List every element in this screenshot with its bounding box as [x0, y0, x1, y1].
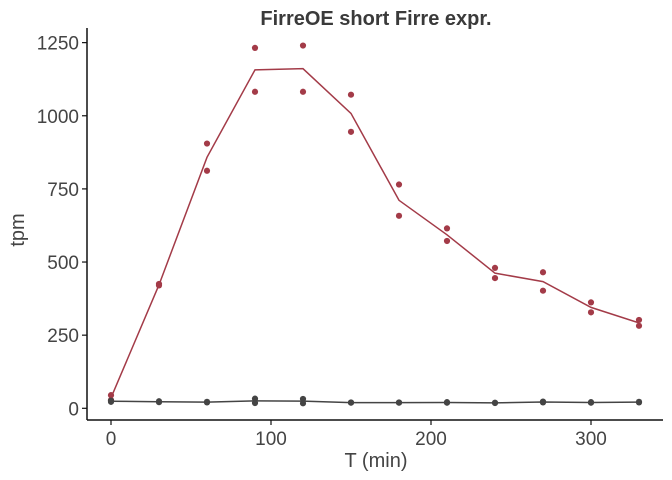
y-tick-label: 250 [47, 326, 79, 347]
data-point-series-1 [347, 128, 355, 135]
data-point-series-2 [251, 399, 259, 407]
series-line-1 [110, 67, 640, 399]
data-point-series-1 [491, 275, 499, 282]
data-point-series-1 [587, 299, 595, 306]
data-point-series-1 [203, 140, 211, 147]
data-point-series-2 [299, 400, 307, 407]
data-point-series-1 [299, 88, 307, 95]
data-point-series-2 [299, 395, 307, 403]
data-point-series-2 [203, 399, 211, 406]
data-point-series-1 [107, 392, 115, 399]
y-tick-label: 500 [47, 253, 79, 274]
series-lines [110, 67, 640, 404]
data-point-series-1 [539, 269, 547, 276]
data-point-series-2 [443, 399, 451, 406]
data-point-series-1 [251, 88, 259, 95]
data-point-series-1 [587, 309, 595, 316]
data-point-series-2 [635, 399, 643, 406]
data-point-series-1 [347, 91, 355, 98]
data-point-series-1 [635, 316, 643, 324]
data-point-series-1 [299, 42, 307, 49]
chart-title: FirreOE short Firre expr. [260, 8, 491, 30]
data-point-series-1 [443, 237, 451, 245]
x-tick-label: 0 [106, 429, 117, 450]
data-point-series-2 [107, 398, 115, 405]
series-points [107, 42, 643, 407]
data-point-series-1 [395, 181, 403, 188]
data-point-series-1 [395, 212, 403, 219]
data-point-series-1 [539, 287, 547, 294]
y-tick-label: 0 [68, 399, 79, 420]
x-tick-label: 200 [415, 429, 447, 450]
data-point-series-2 [539, 399, 547, 406]
ticks: 0 100 200 300 0 250 500 750 1000 1250 [37, 34, 607, 450]
y-axis-label: tpm [7, 213, 29, 246]
data-point-series-2 [347, 399, 355, 406]
x-tick-label: 100 [255, 429, 287, 450]
data-point-series-2 [587, 399, 595, 406]
data-point-series-2 [395, 399, 403, 406]
series-line-2 [110, 400, 640, 404]
y-tick-label: 1000 [37, 107, 79, 128]
data-point-series-1 [491, 264, 499, 271]
axes [86, 28, 663, 421]
x-axis-label: T (min) [345, 450, 408, 472]
data-point-series-1 [203, 167, 211, 174]
data-point-series-1 [635, 322, 643, 329]
data-point-series-2 [155, 399, 163, 406]
data-point-series-1 [251, 44, 259, 51]
data-point-series-1 [155, 282, 163, 289]
x-tick-label: 300 [575, 429, 607, 450]
y-tick-label: 750 [47, 180, 79, 201]
y-tick-label: 1250 [37, 34, 79, 55]
data-point-series-1 [443, 225, 451, 232]
data-point-series-2 [251, 395, 259, 402]
data-point-series-2 [491, 399, 499, 407]
